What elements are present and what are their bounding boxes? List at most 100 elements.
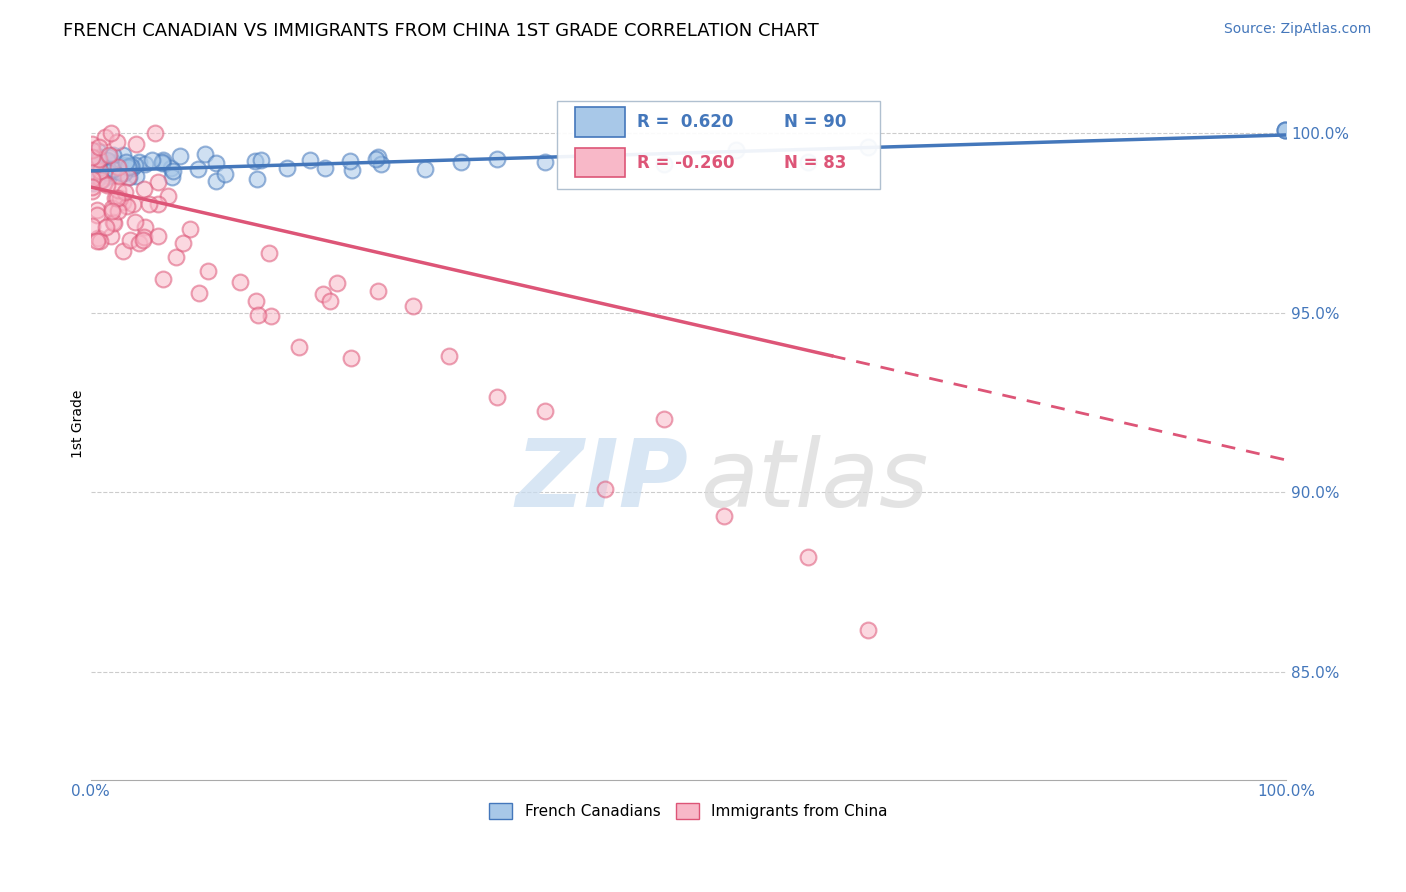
Point <box>86 234 108 248</box>
Point <box>152 155 174 169</box>
Point <box>120 234 142 248</box>
Point <box>105 157 128 171</box>
Point <box>97 147 120 161</box>
Point <box>205 174 228 188</box>
Point <box>713 509 735 524</box>
Point <box>112 166 135 180</box>
Point <box>100 163 122 178</box>
Point <box>534 155 557 169</box>
Point <box>312 286 335 301</box>
Point <box>243 154 266 169</box>
Point <box>257 246 280 260</box>
Point <box>172 235 194 250</box>
Point <box>101 161 124 176</box>
Point <box>86 208 108 222</box>
Point <box>107 163 129 178</box>
Point <box>96 165 118 179</box>
Point <box>1274 122 1296 136</box>
Point <box>107 183 129 197</box>
Point <box>340 351 363 366</box>
Point <box>83 157 105 171</box>
Point <box>89 166 111 180</box>
Point <box>486 390 509 404</box>
Point <box>249 153 271 167</box>
Point <box>118 170 141 185</box>
Point <box>150 155 173 169</box>
Point <box>101 147 124 161</box>
Point <box>367 150 389 164</box>
Point <box>89 163 111 178</box>
Point <box>370 157 392 171</box>
Point <box>94 130 117 145</box>
FancyBboxPatch shape <box>575 147 626 178</box>
Point <box>165 250 187 264</box>
Text: atlas: atlas <box>700 435 928 526</box>
Point <box>80 171 103 186</box>
Point <box>146 175 169 189</box>
Point <box>118 159 141 173</box>
Point <box>725 143 748 157</box>
Point <box>162 163 184 178</box>
Point <box>87 231 110 245</box>
Point <box>138 197 160 211</box>
Y-axis label: 1st Grade: 1st Grade <box>72 390 86 458</box>
Point <box>80 150 103 164</box>
Point <box>110 166 132 180</box>
Point <box>169 149 191 163</box>
Point <box>101 204 124 219</box>
Point <box>101 215 124 229</box>
Legend: French Canadians, Immigrants from China: French Canadians, Immigrants from China <box>484 797 893 825</box>
Point <box>120 160 142 174</box>
Point <box>80 169 103 183</box>
Point <box>319 294 342 309</box>
Point <box>87 150 110 164</box>
Point <box>110 191 132 205</box>
Point <box>534 403 557 417</box>
Point <box>80 143 103 157</box>
Point <box>134 181 156 195</box>
Point <box>654 157 676 171</box>
Point <box>197 264 219 278</box>
Point <box>103 156 125 170</box>
Point <box>93 165 115 179</box>
Point <box>82 219 104 233</box>
Point <box>82 171 104 186</box>
Point <box>486 152 509 166</box>
Point <box>797 550 820 565</box>
Point <box>97 169 120 183</box>
Point <box>121 197 143 211</box>
Point <box>124 158 146 172</box>
Point <box>100 229 122 244</box>
Point <box>125 169 148 183</box>
Point <box>179 222 201 236</box>
Point <box>96 153 118 168</box>
Text: R = -0.260: R = -0.260 <box>637 153 734 171</box>
Point <box>86 144 108 158</box>
Point <box>93 176 115 190</box>
Point <box>593 482 616 496</box>
Point <box>134 157 156 171</box>
Text: Source: ZipAtlas.com: Source: ZipAtlas.com <box>1223 22 1371 37</box>
Point <box>367 284 389 298</box>
Point <box>103 163 125 178</box>
Point <box>141 153 163 167</box>
Point <box>89 234 111 248</box>
Point <box>80 137 103 152</box>
Point <box>111 195 134 210</box>
Point <box>107 203 129 218</box>
Text: R =  0.620: R = 0.620 <box>637 112 734 130</box>
Point <box>143 126 166 140</box>
Point <box>96 161 118 176</box>
Point <box>402 300 425 314</box>
Point <box>87 159 110 173</box>
Point <box>89 150 111 164</box>
Point <box>205 156 228 170</box>
Point <box>124 137 146 152</box>
Point <box>287 340 309 354</box>
Point <box>188 285 211 300</box>
Point <box>856 140 879 154</box>
Point <box>100 126 122 140</box>
Point <box>246 308 269 322</box>
Point <box>107 160 129 174</box>
Point <box>132 230 155 244</box>
